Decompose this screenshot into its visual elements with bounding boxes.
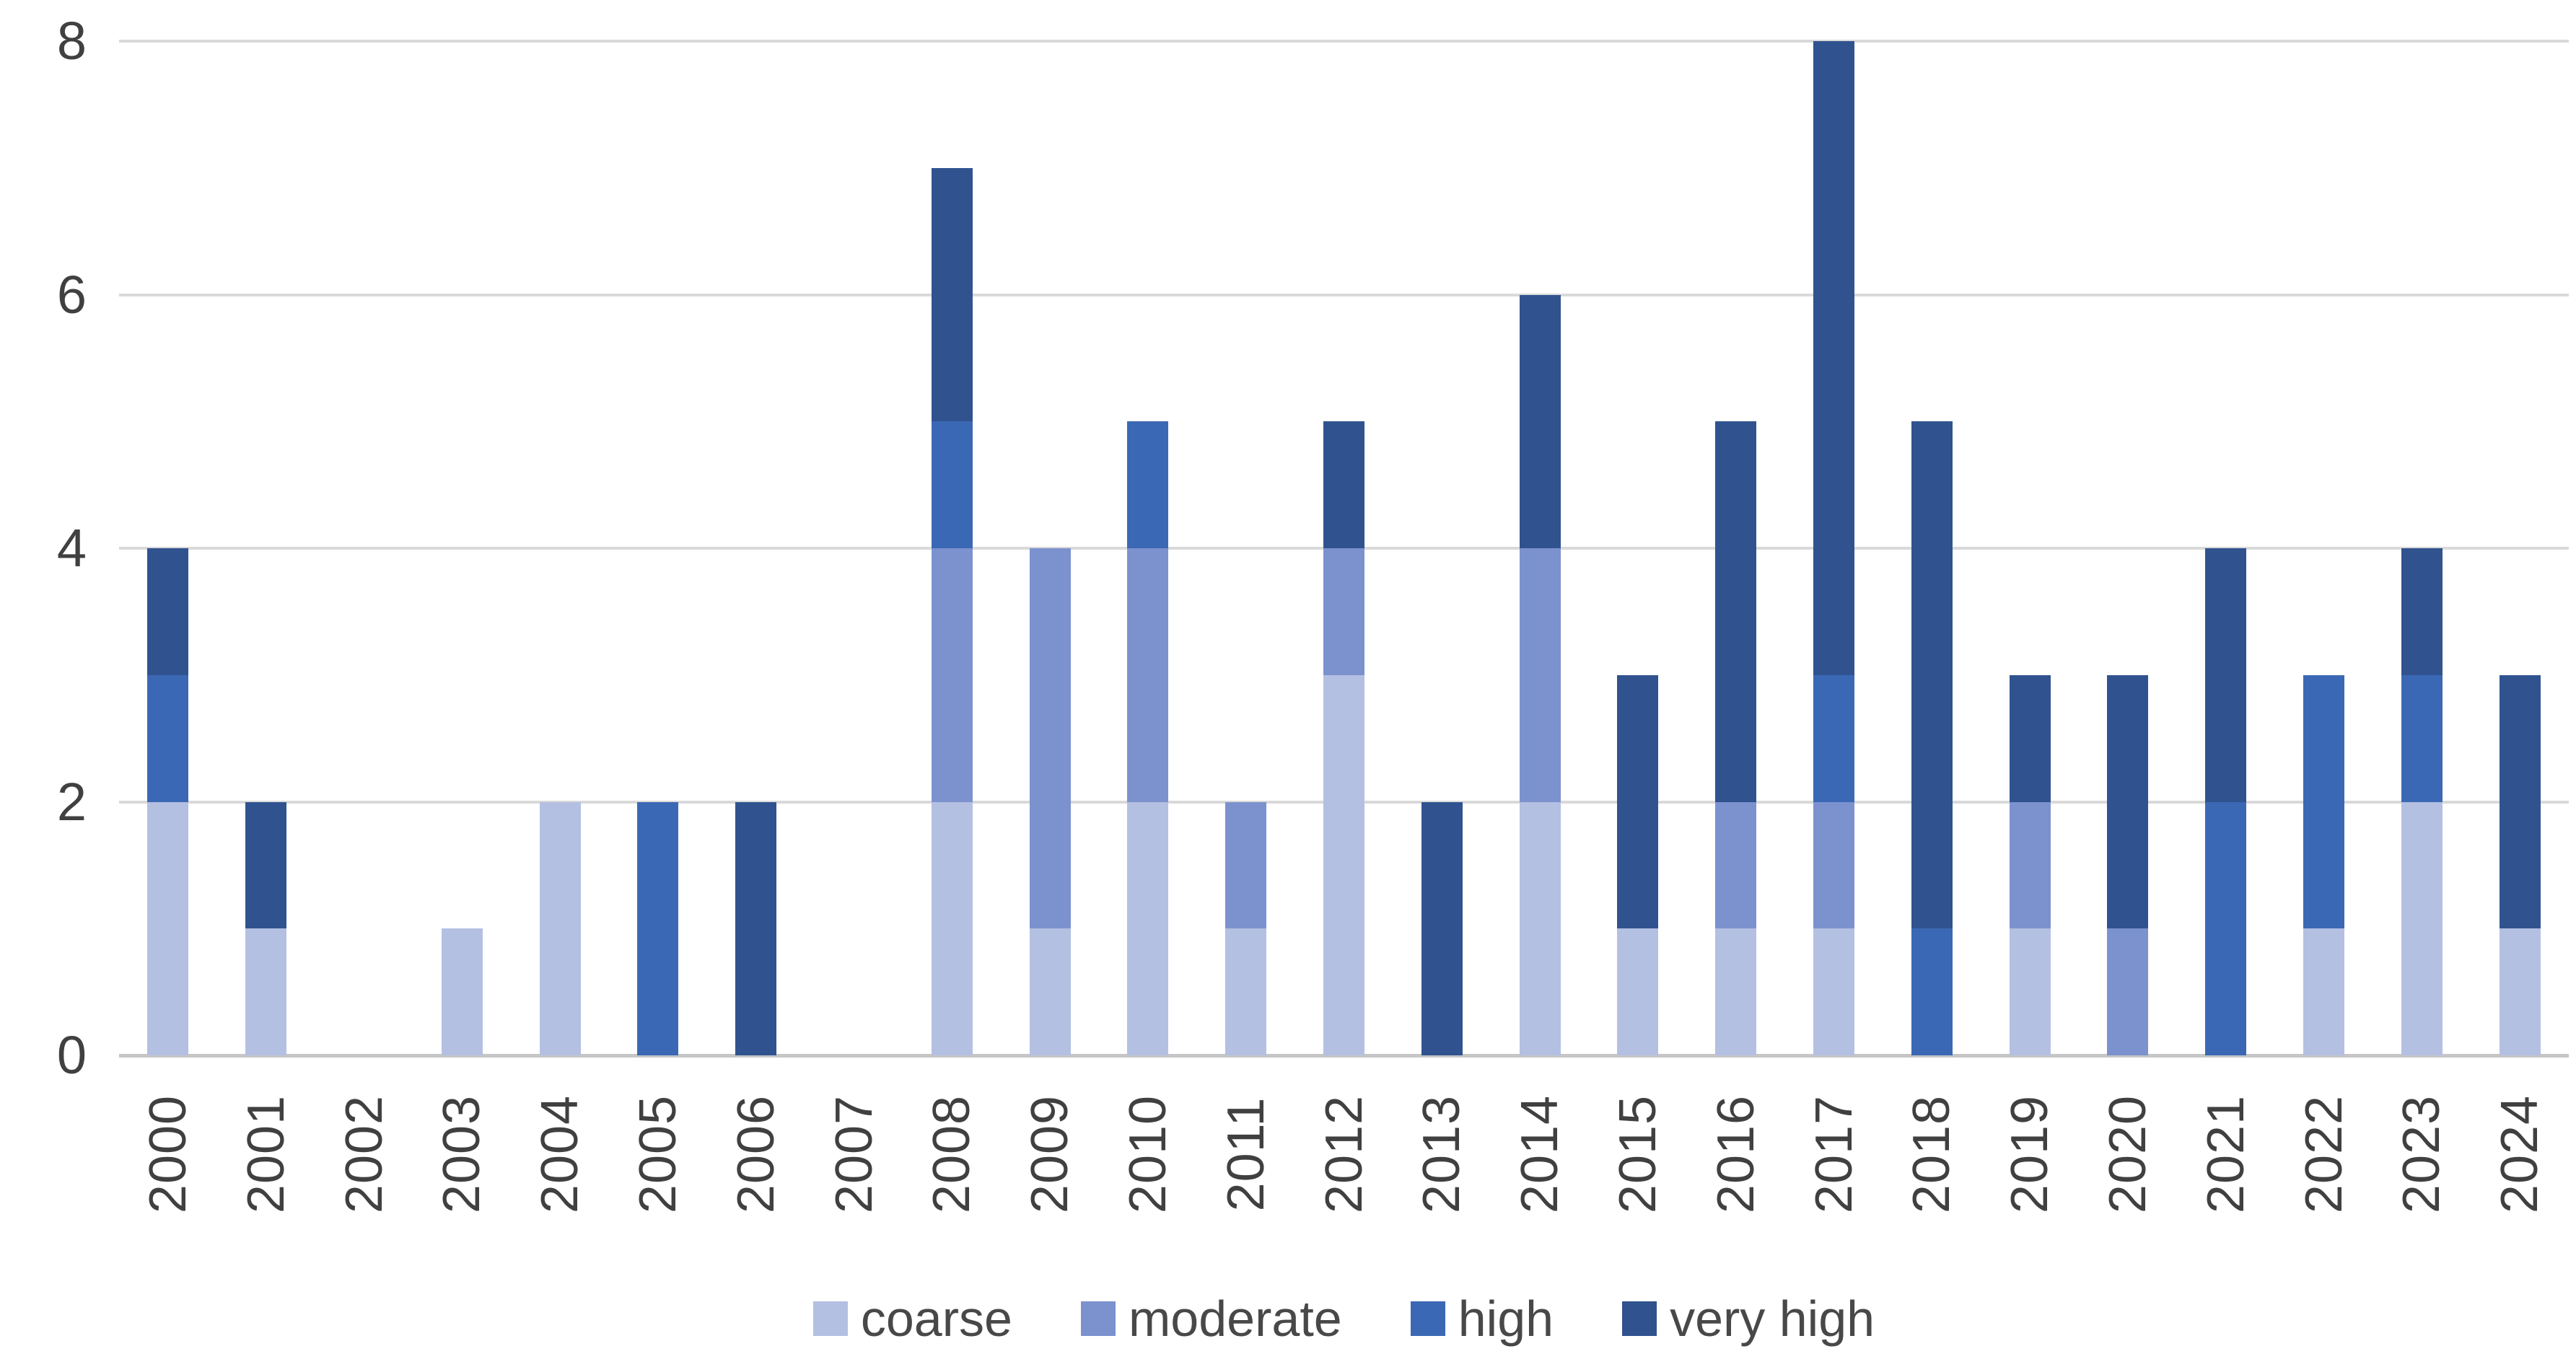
- bar-segment-very-high-2021: [2205, 548, 2247, 802]
- bar-segment-very-high-2014: [1519, 294, 1561, 548]
- bar-segment-very-high-2000: [147, 548, 189, 675]
- bar-segment-very-high-2024: [2499, 674, 2541, 929]
- x-tick-label-2005: 2005: [628, 1094, 687, 1214]
- bar-segment-moderate-2014: [1519, 548, 1561, 802]
- x-tick-label-2015: 2015: [1608, 1094, 1667, 1214]
- bar-segment-coarse-2019: [2009, 928, 2051, 1055]
- x-tick-label-2003: 2003: [433, 1094, 491, 1214]
- legend-label: high: [1458, 1291, 1554, 1347]
- bar-segment-very-high-2020: [2107, 674, 2149, 929]
- bar-segment-coarse-2015: [1617, 928, 1659, 1055]
- bar-segment-moderate-2020: [2107, 928, 2149, 1055]
- bar-segment-high-2018: [1911, 928, 1953, 1055]
- x-tick-label-2018: 2018: [1903, 1094, 1961, 1214]
- bar-segment-coarse-2012: [1323, 674, 1364, 1055]
- bar-segment-coarse-2004: [539, 801, 581, 1055]
- legend-swatch-icon: [812, 1301, 848, 1336]
- bar-segment-very-high-2019: [2009, 674, 2051, 802]
- legend-label: very high: [1670, 1291, 1875, 1347]
- legend-item-moderate: moderate: [1080, 1291, 1342, 1347]
- bar-segment-moderate-2016: [1715, 801, 1757, 929]
- x-tick-label-2001: 2001: [237, 1094, 295, 1214]
- bar-segment-coarse-2010: [1127, 801, 1169, 1055]
- legend-swatch-icon: [1622, 1301, 1657, 1336]
- bar-segment-very-high-2015: [1617, 674, 1659, 929]
- bar-segment-very-high-2001: [245, 801, 287, 929]
- legend-item-high: high: [1410, 1291, 1554, 1347]
- x-tick-label-2007: 2007: [825, 1094, 883, 1214]
- bar-segment-high-2021: [2205, 801, 2247, 1055]
- x-tick-label-2021: 2021: [2196, 1094, 2255, 1214]
- bar-segment-high-2023: [2401, 674, 2443, 802]
- bar-segment-high-2000: [147, 674, 189, 802]
- x-tick-label-2010: 2010: [1118, 1094, 1177, 1214]
- legend-item-very-high: very high: [1622, 1293, 1875, 1344]
- bar-segment-high-2008: [931, 421, 973, 548]
- bar-segment-coarse-2011: [1225, 928, 1267, 1055]
- legend-item-coarse: coarse: [812, 1291, 1012, 1347]
- bar-segment-high-2005: [637, 801, 679, 1055]
- x-tick-label-2002: 2002: [335, 1094, 393, 1214]
- bar-segment-coarse-2009: [1029, 928, 1071, 1055]
- bar-segment-coarse-2023: [2401, 801, 2443, 1055]
- y-tick-label: 8: [56, 11, 87, 71]
- bar-segment-coarse-2003: [441, 928, 483, 1055]
- legend-label: coarse: [860, 1291, 1012, 1347]
- bar-segment-very-high-2008: [931, 167, 973, 422]
- bar-segment-moderate-2009: [1029, 548, 1071, 929]
- legend-label: moderate: [1128, 1291, 1342, 1347]
- x-tick-label-2022: 2022: [2295, 1094, 2353, 1214]
- x-tick-label-2006: 2006: [727, 1094, 785, 1214]
- x-tick-label-2019: 2019: [2001, 1094, 2059, 1214]
- legend-swatch-icon: [1410, 1301, 1445, 1336]
- x-tick-label-2004: 2004: [531, 1094, 590, 1214]
- bar-segment-very-high-2016: [1715, 421, 1757, 802]
- x-tick-label-2020: 2020: [2098, 1094, 2157, 1214]
- bar-segment-moderate-2010: [1127, 548, 1169, 802]
- x-tick-label-2011: 2011: [1217, 1096, 1275, 1212]
- x-tick-label-2023: 2023: [2393, 1094, 2451, 1214]
- bar-segment-coarse-2022: [2303, 928, 2344, 1055]
- bar-segment-coarse-2008: [931, 801, 973, 1055]
- bar-segment-very-high-2013: [1421, 801, 1463, 1055]
- bar-segment-very-high-2006: [735, 801, 777, 1055]
- bar-segment-moderate-2008: [931, 548, 973, 802]
- bar-segment-moderate-2012: [1323, 548, 1364, 675]
- bar-segment-high-2010: [1127, 421, 1169, 548]
- gridline: [119, 40, 2569, 43]
- x-tick-label-2008: 2008: [923, 1094, 981, 1214]
- y-tick-label: 6: [56, 264, 87, 325]
- bar-segment-coarse-2000: [147, 801, 189, 1055]
- x-tick-label-2017: 2017: [1805, 1094, 1863, 1214]
- chart-legend: coarse moderate high very high: [119, 1290, 2569, 1348]
- x-tick-label-2009: 2009: [1021, 1094, 1079, 1214]
- bar-segment-high-2017: [1813, 674, 1854, 802]
- bar-segment-coarse-2001: [245, 928, 287, 1055]
- legend-swatch-icon: [1080, 1301, 1116, 1336]
- bar-segment-coarse-2017: [1813, 928, 1854, 1055]
- x-axis-line: [119, 1054, 2569, 1058]
- x-tick-label-2024: 2024: [2491, 1094, 2549, 1214]
- bar-segment-coarse-2014: [1519, 801, 1561, 1055]
- bar-segment-high-2022: [2303, 674, 2344, 929]
- x-tick-label-2013: 2013: [1413, 1094, 1471, 1214]
- y-tick-label: 2: [56, 771, 87, 832]
- bar-segment-moderate-2011: [1225, 801, 1267, 929]
- bar-segment-coarse-2024: [2499, 928, 2541, 1055]
- bar-segment-very-high-2017: [1813, 41, 1854, 675]
- gridline: [119, 293, 2569, 296]
- x-tick-label-2016: 2016: [1707, 1094, 1765, 1214]
- y-tick-label: 4: [56, 518, 87, 578]
- bar-segment-very-high-2012: [1323, 421, 1364, 548]
- bar-segment-moderate-2017: [1813, 801, 1854, 929]
- x-tick-label-2000: 2000: [139, 1094, 197, 1214]
- x-tick-label-2012: 2012: [1315, 1094, 1373, 1214]
- bar-segment-moderate-2019: [2009, 801, 2051, 929]
- y-tick-label: 0: [56, 1025, 87, 1085]
- bar-segment-very-high-2018: [1911, 421, 1953, 929]
- bar-segment-coarse-2016: [1715, 928, 1757, 1055]
- x-tick-label-2014: 2014: [1511, 1094, 1569, 1214]
- bar-segment-very-high-2023: [2401, 548, 2443, 675]
